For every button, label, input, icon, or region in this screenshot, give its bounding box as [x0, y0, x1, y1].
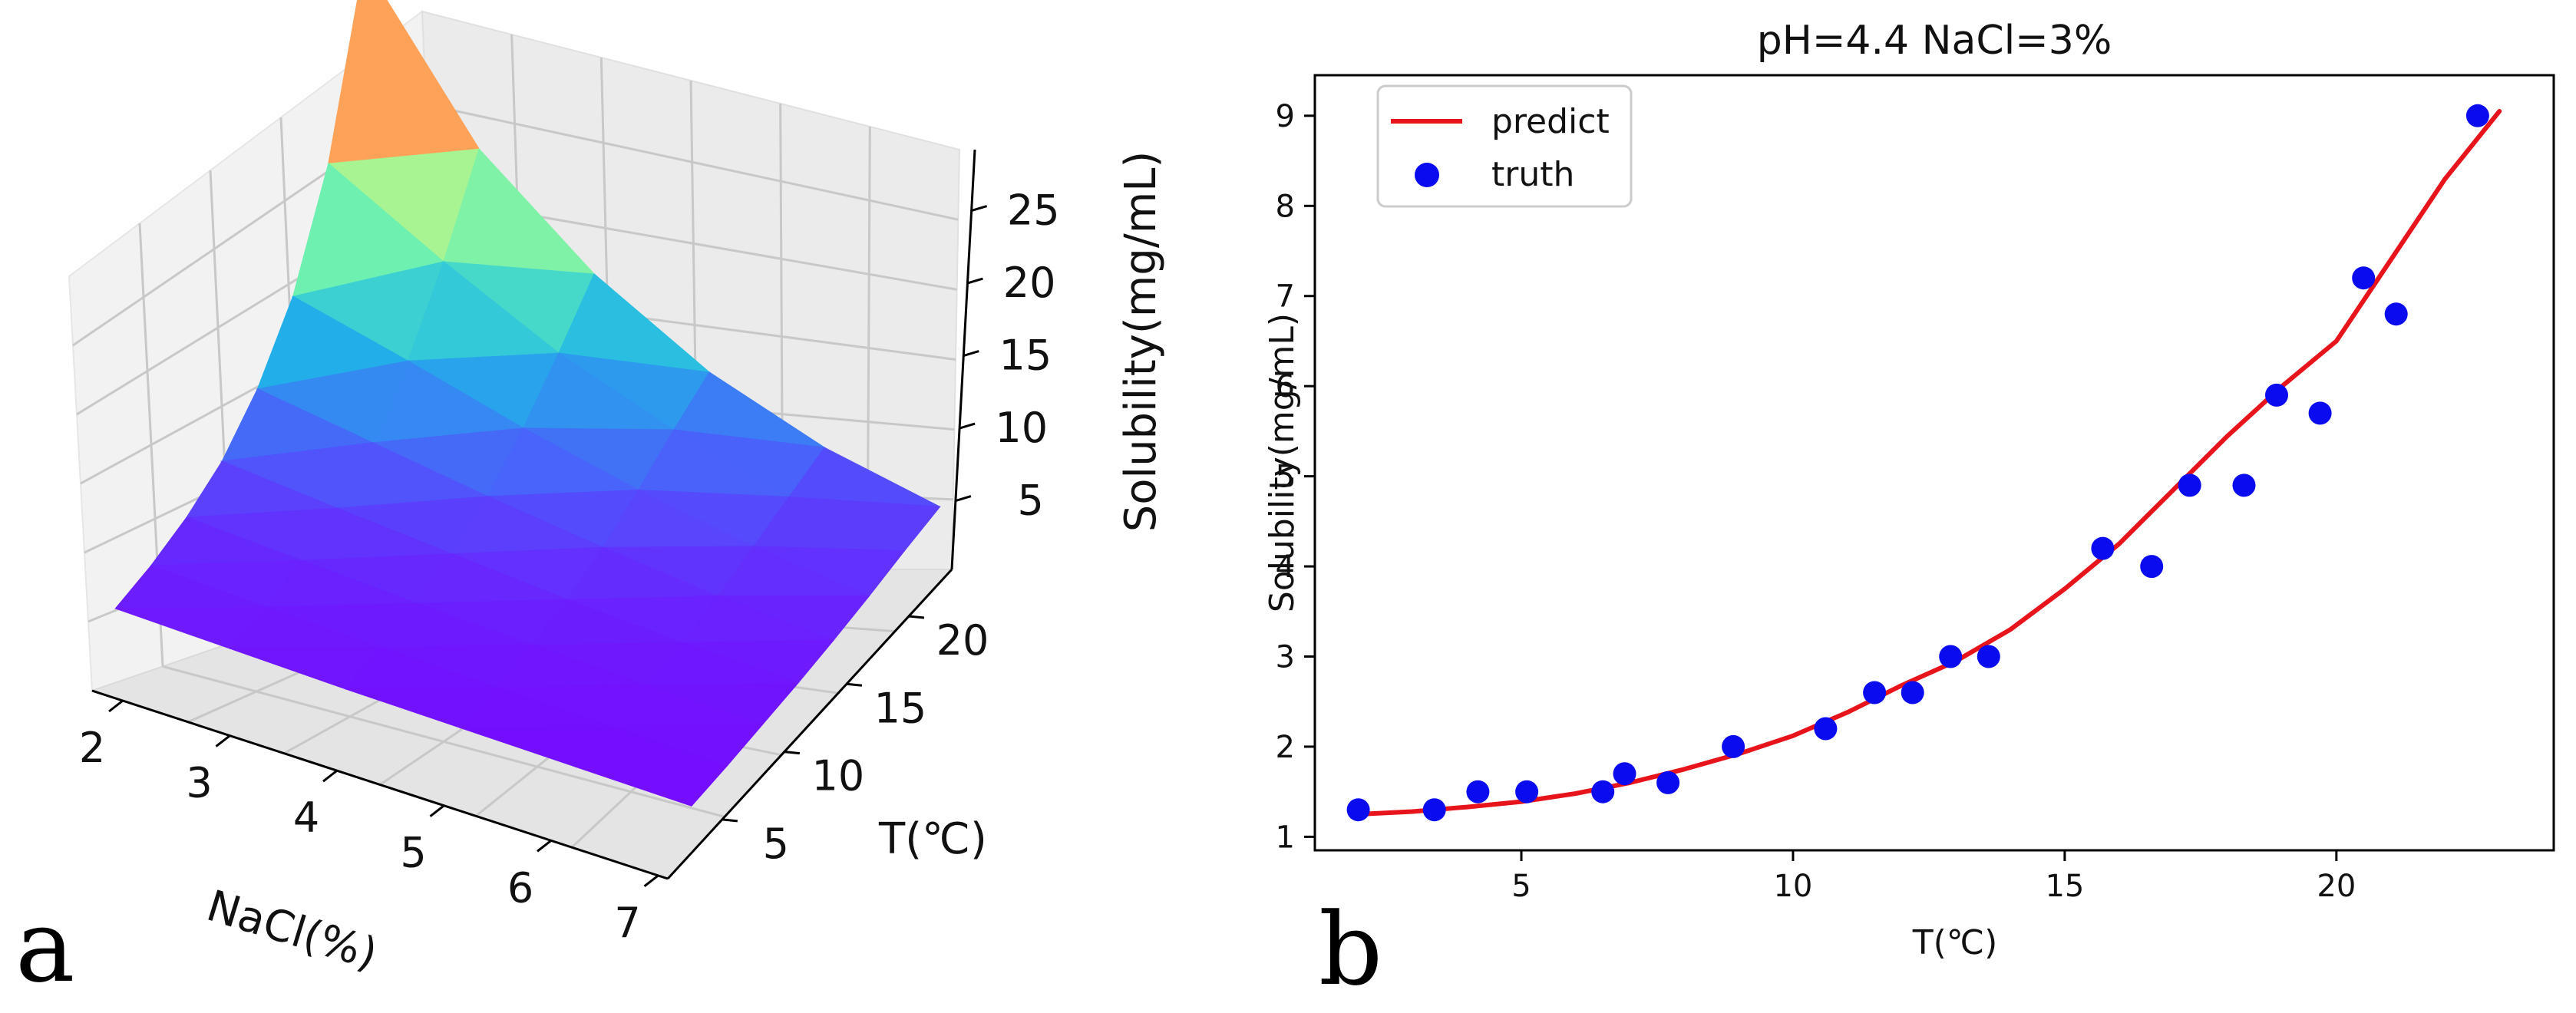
y-axis-label: Solubility(mg/mL) — [1263, 313, 1302, 612]
truth-point — [1466, 780, 1490, 803]
x-tick-label: 2 — [79, 724, 105, 772]
truth-point — [2140, 555, 2164, 579]
z-tick-label: 20 — [1003, 259, 1056, 307]
x-tick-label: 4 — [293, 794, 319, 842]
y-tick-label: 9 — [1276, 99, 1295, 134]
x-tick — [108, 699, 124, 713]
z-tick-label: 25 — [1007, 186, 1060, 235]
truth-points — [1346, 104, 2489, 822]
truth-point — [2308, 401, 2332, 425]
x-axis-label: T(℃) — [1912, 923, 1998, 962]
truth-point — [1515, 780, 1539, 803]
y-tick — [846, 682, 863, 687]
y-tick — [722, 818, 738, 823]
truth-point — [1901, 681, 1924, 704]
legend-box — [1376, 84, 1633, 208]
truth-point — [1422, 798, 1446, 822]
truth-point — [2465, 104, 2489, 127]
legend-predict-label: predict — [1491, 102, 1610, 141]
x-tick — [429, 804, 445, 817]
z-tick — [955, 495, 972, 502]
x-tick-label: 20 — [2317, 869, 2356, 904]
z-tick — [971, 205, 988, 212]
z-tick — [963, 350, 979, 357]
truth-point — [1814, 717, 1838, 741]
y-axis-line — [666, 568, 953, 880]
axis-ticks: 5 10 15 20 1 2 3 4 5 6 7 8 9 — [1276, 99, 2356, 904]
truth-point — [1613, 762, 1636, 786]
x-tick — [537, 840, 552, 853]
z-tick — [967, 277, 983, 285]
y-tick-label: 15 — [874, 684, 927, 732]
z-axis-line — [950, 149, 976, 570]
y-tick — [908, 615, 925, 619]
x-tick-label: 5 — [1511, 869, 1531, 904]
x-tick — [643, 874, 659, 888]
x-tick-label: 3 — [186, 759, 212, 807]
x-tick — [215, 734, 231, 747]
x-axis-label: NaCl(%) — [201, 881, 383, 980]
y-tick-label: 4 — [1276, 549, 1295, 585]
x-axis-line — [91, 689, 669, 880]
truth-point — [2178, 474, 2201, 497]
truth-point — [1939, 645, 1963, 668]
truth-point — [1863, 681, 1887, 704]
predict-line — [1356, 109, 2502, 817]
panel-b-line-chart: 5 10 15 20 1 2 3 4 5 6 7 8 9 pH=4.4 NaCl=3% T(℃) Sol… — [1263, 18, 2555, 1008]
truth-point — [2232, 474, 2256, 497]
grid-line — [162, 665, 725, 818]
x-tick-label: 6 — [507, 863, 533, 912]
panel-label-a: a — [15, 888, 75, 1005]
y-tick-label: 2 — [1276, 730, 1295, 765]
y-tick-label: 5 — [1276, 460, 1295, 495]
surface-mesh — [114, 0, 941, 807]
y-tick-label: 6 — [1276, 369, 1295, 404]
truth-point — [1591, 780, 1615, 803]
y-tick — [784, 751, 801, 755]
truth-point — [2091, 536, 2115, 560]
surface-facet — [576, 765, 728, 807]
legend-truth-swatch — [1415, 163, 1439, 187]
legend-truth-label: truth — [1491, 155, 1574, 194]
truth-point — [2384, 302, 2408, 326]
y-tick-label: 7 — [1276, 279, 1295, 315]
z-axis-label: Solubility(mg/mL) — [1116, 151, 1166, 533]
truth-point — [2265, 383, 2288, 407]
y-tick-label: 1 — [1276, 820, 1295, 855]
truth-point — [1346, 798, 1370, 822]
x-tick-label: 10 — [1773, 869, 1812, 904]
y-tick-label: 10 — [812, 752, 865, 800]
truth-point — [2352, 266, 2376, 290]
x-tick-label: 7 — [614, 899, 640, 947]
z-tick-label: 5 — [1018, 477, 1044, 525]
legend: predict truth — [1376, 84, 1633, 208]
y-tick-label: 5 — [763, 820, 789, 868]
z-tick-label: 15 — [999, 332, 1052, 380]
truth-point — [1722, 734, 1745, 758]
chart-title: pH=4.4 NaCl=3% — [1757, 18, 2112, 64]
y-axis-label: T(℃) — [878, 814, 987, 864]
x-tick — [322, 769, 338, 783]
x-tick-label: 5 — [400, 829, 426, 877]
truth-point — [1656, 770, 1680, 794]
z-tick-label: 10 — [995, 404, 1048, 452]
panel-label-b: b — [1319, 891, 1382, 1008]
truth-point — [1977, 645, 2000, 668]
y-tick-label: 3 — [1276, 640, 1295, 675]
z-tick — [959, 422, 976, 430]
y-tick-label: 8 — [1276, 189, 1295, 224]
y-tick-label: 20 — [936, 616, 989, 665]
x-tick-label: 15 — [2045, 869, 2084, 904]
grid-line — [425, 103, 959, 221]
